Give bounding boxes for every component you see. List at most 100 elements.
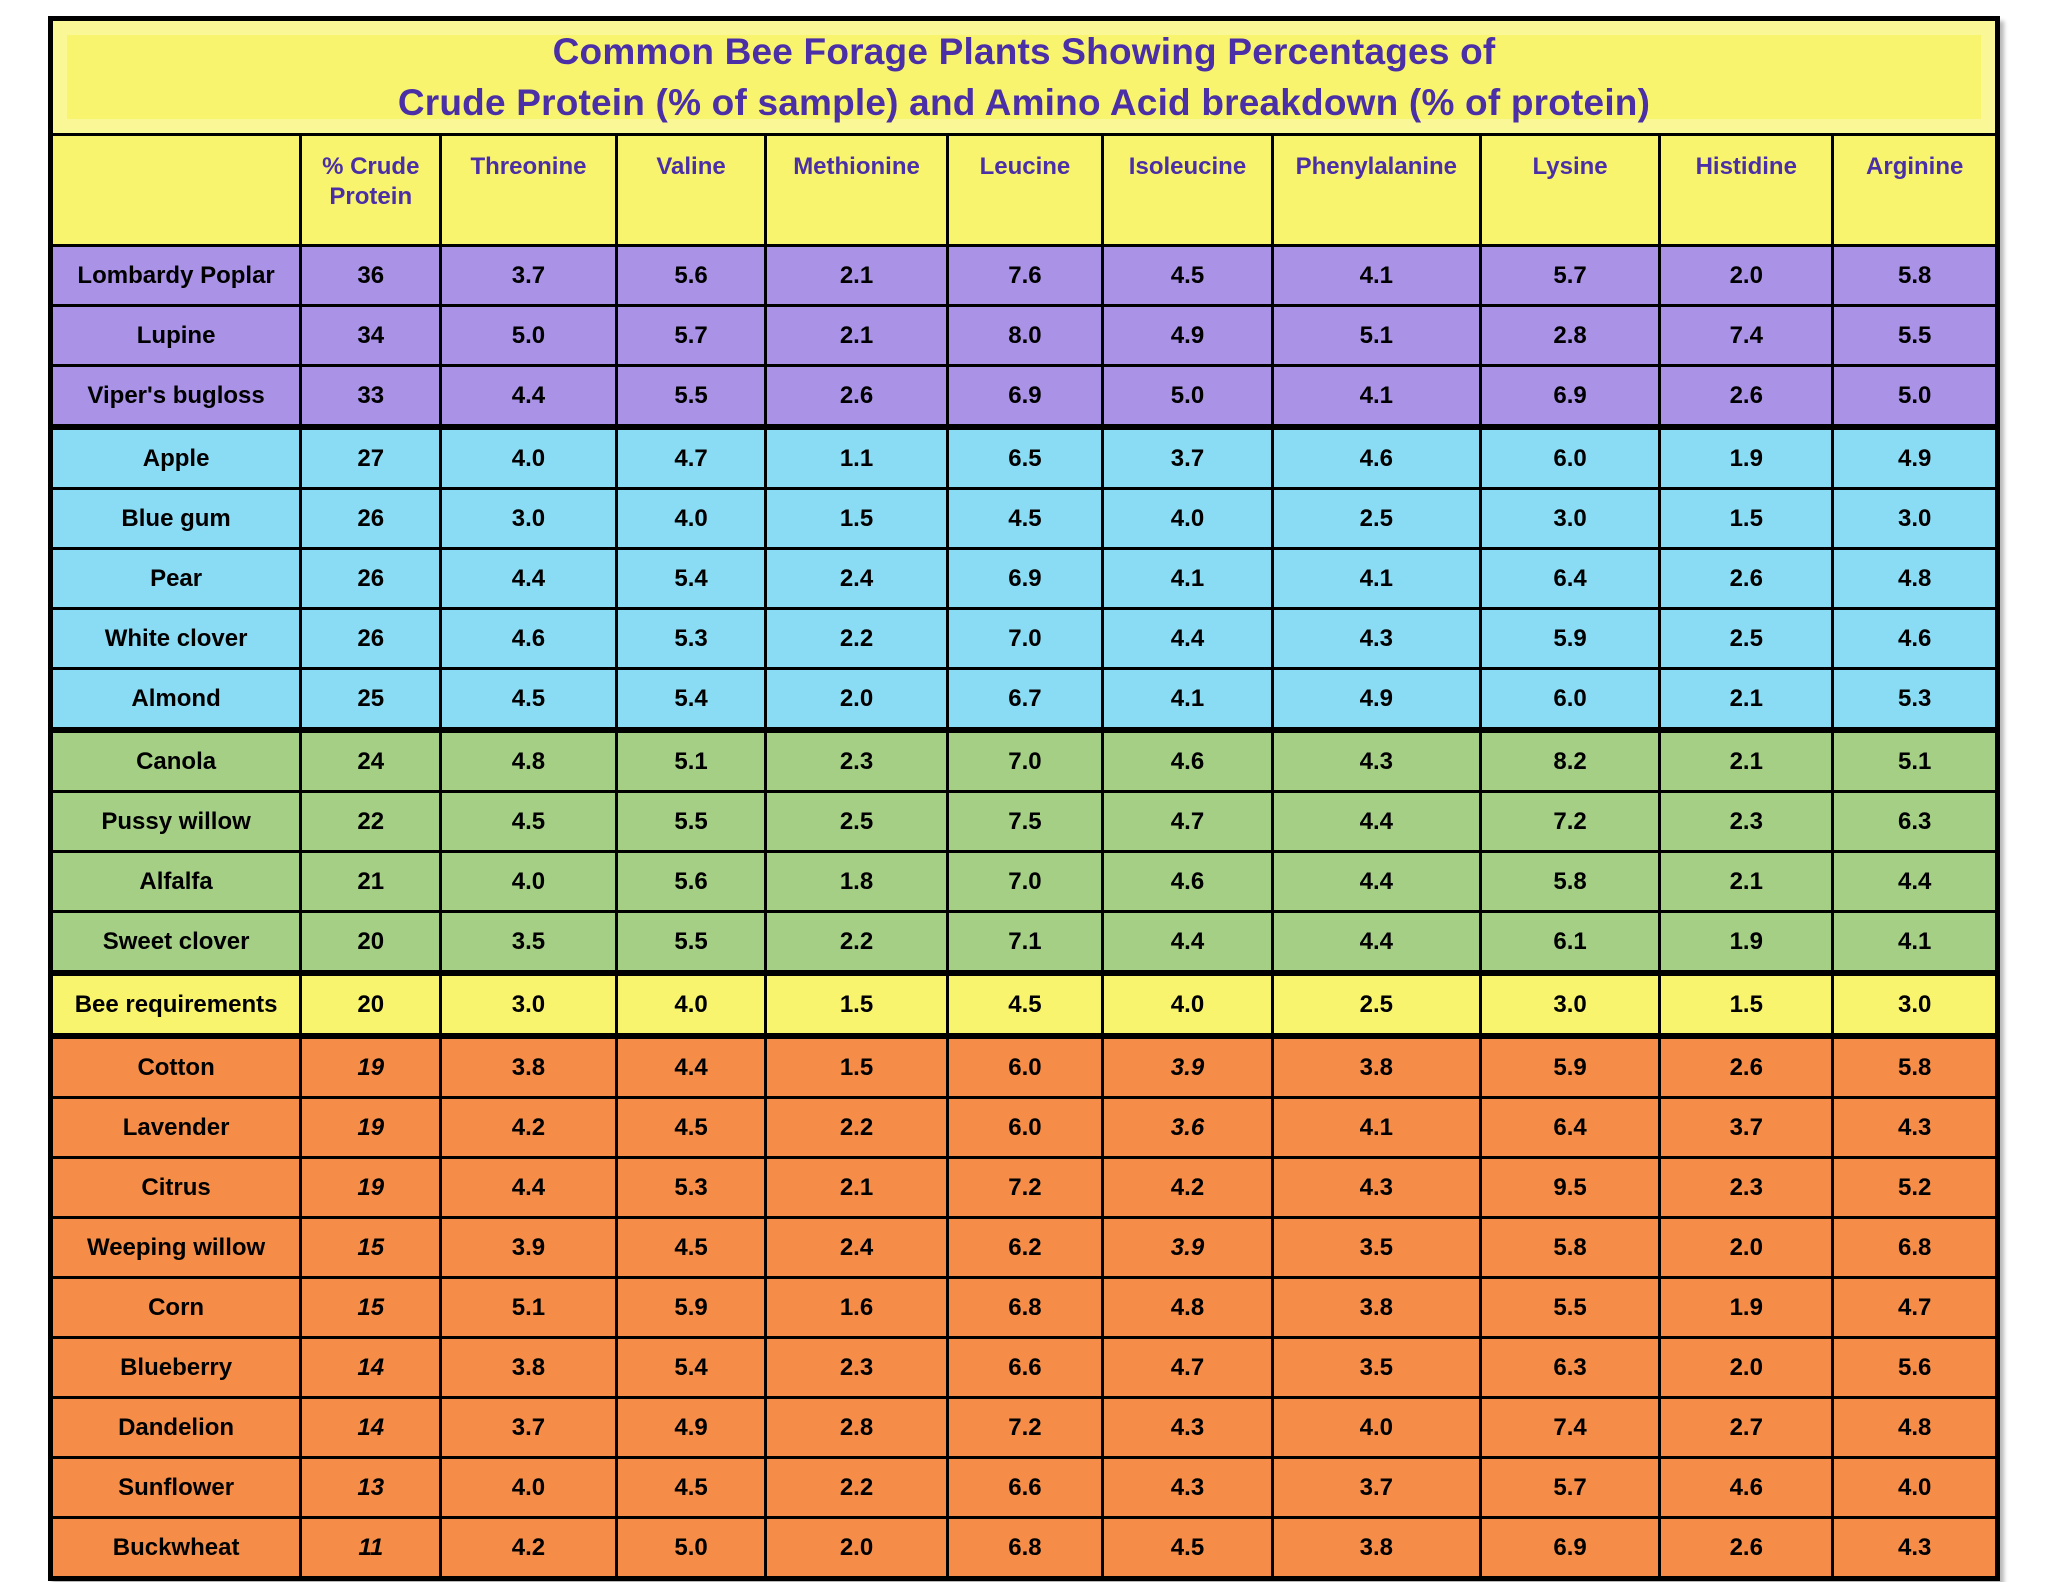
value-cell: 3.5: [439, 910, 618, 975]
value-cell: 7.4: [1658, 304, 1835, 367]
value-cell: 4.0: [1101, 970, 1274, 1038]
value-cell: 1.5: [1658, 970, 1835, 1038]
table-row-canola: Canola 24 4.8 5.1 2.3 7.0 4.6 4.3 8.2 2.1 5.1: [48, 727, 1999, 793]
value-cell: 4.4: [439, 1156, 618, 1219]
value-cell: 4.1: [1101, 667, 1274, 732]
value-cell: 6.6: [945, 1456, 1105, 1519]
value-cell: 4.2: [1101, 1156, 1274, 1219]
value-cell: 3.0: [1831, 487, 1999, 550]
value-cell: 5.1: [439, 1276, 618, 1339]
value-cell: 4.8: [439, 727, 618, 793]
value-cell: 4.1: [1101, 547, 1274, 610]
value-cell: 4.0: [439, 850, 618, 913]
value-cell: 6.7: [945, 667, 1105, 732]
row-label: White clover: [48, 607, 303, 670]
value-cell: 6.1: [1478, 910, 1662, 975]
table-row-blue-gum: Blue gum 26 3.0 4.0 1.5 4.5 4.0 2.5 3.0 1.5 3.0: [48, 487, 1999, 550]
row-label: Alfalfa: [48, 850, 303, 913]
column-header-lysine: Lysine: [1478, 133, 1662, 247]
bee-forage-table-container: Common Bee Forage Plants Showing Percent…: [48, 16, 2000, 1581]
column-header-leucine: Leucine: [945, 133, 1105, 247]
column-header-threonine: Threonine: [439, 133, 618, 247]
value-cell: 1.6: [764, 1276, 949, 1339]
value-cell: 20: [299, 970, 443, 1038]
value-cell: 3.9: [1101, 1033, 1274, 1099]
value-cell: 3.8: [439, 1336, 618, 1399]
column-header-histidine: Histidine: [1658, 133, 1835, 247]
value-cell: 2.8: [1478, 304, 1662, 367]
value-cell: 2.0: [764, 667, 949, 732]
value-cell: 5.6: [614, 244, 768, 307]
row-label: Sunflower: [48, 1456, 303, 1519]
value-cell: 2.2: [764, 1096, 949, 1159]
value-cell: 6.4: [1478, 547, 1662, 610]
value-cell: 21: [299, 850, 443, 913]
row-label: Corn: [48, 1276, 303, 1339]
value-cell: 4.7: [1101, 790, 1274, 853]
column-header-valine: Valine: [614, 133, 768, 247]
value-cell: 6.3: [1478, 1336, 1662, 1399]
value-cell: 4.4: [1270, 910, 1483, 975]
value-cell: 1.9: [1658, 424, 1835, 490]
value-cell: 2.6: [764, 364, 949, 429]
value-cell: 5.9: [1478, 607, 1662, 670]
value-cell: 3.7: [1658, 1096, 1835, 1159]
value-cell: 6.9: [1478, 1516, 1662, 1580]
table-title-line1: Common Bee Forage Plants Showing Percent…: [552, 30, 1496, 72]
value-cell: 3.0: [439, 487, 618, 550]
value-cell: 5.8: [1831, 244, 1999, 307]
value-cell: 6.9: [945, 547, 1105, 610]
value-cell: 5.3: [1831, 667, 1999, 732]
value-cell: 11: [299, 1516, 443, 1580]
value-cell: 20: [299, 910, 443, 975]
value-cell: 6.8: [1831, 1216, 1999, 1279]
value-cell: 5.9: [614, 1276, 768, 1339]
value-cell: 26: [299, 547, 443, 610]
value-cell: 2.4: [764, 1216, 949, 1279]
value-cell: 5.5: [614, 364, 768, 429]
title-row: Common Bee Forage Plants Showing Percent…: [49, 17, 1999, 136]
value-cell: 3.0: [439, 970, 618, 1038]
value-cell: 3.0: [1478, 487, 1662, 550]
value-cell: 2.1: [764, 1156, 949, 1219]
value-cell: 14: [299, 1336, 443, 1399]
value-cell: 15: [299, 1216, 443, 1279]
value-cell: 4.9: [1831, 424, 1999, 490]
value-cell: 4.6: [1270, 424, 1483, 490]
value-cell: 4.6: [1658, 1456, 1835, 1519]
value-cell: 4.7: [614, 424, 768, 490]
value-cell: 13: [299, 1456, 443, 1519]
value-cell: 4.3: [1831, 1096, 1999, 1159]
value-cell: 5.8: [1478, 850, 1662, 913]
value-cell: 4.6: [439, 607, 618, 670]
value-cell: 2.1: [1658, 850, 1835, 913]
value-cell: 2.5: [1658, 607, 1835, 670]
value-cell: 5.8: [1831, 1033, 1999, 1099]
row-label: Citrus: [48, 1156, 303, 1219]
table-row-pussy-willow: Pussy willow 22 4.5 5.5 2.5 7.5 4.7 4.4 7.2 2.3 6.…: [48, 790, 1999, 853]
value-cell: 4.0: [1831, 1456, 1999, 1519]
value-cell: 4.8: [1101, 1276, 1274, 1339]
value-cell: 2.6: [1658, 1033, 1835, 1099]
value-cell: 4.3: [1270, 607, 1483, 670]
row-label: Sweet clover: [48, 910, 303, 975]
row-label: Canola: [48, 727, 303, 793]
value-cell: 6.4: [1478, 1096, 1662, 1159]
value-cell: 6.9: [945, 364, 1105, 429]
value-cell: 2.5: [1270, 487, 1483, 550]
row-label: Lombardy Poplar: [48, 244, 303, 307]
value-cell: 7.1: [945, 910, 1105, 975]
row-label: Dandelion: [48, 1396, 303, 1459]
value-cell: 4.0: [1270, 1396, 1483, 1459]
value-cell: 2.1: [764, 244, 949, 307]
value-cell: 5.0: [1101, 364, 1274, 429]
value-cell: 2.6: [1658, 1516, 1835, 1580]
table-row-pear: Pear 26 4.4 5.4 2.4 6.9 4.1 4.1 6.4 2.6 4.8: [48, 547, 1999, 610]
table-row-corn: Corn 15 5.1 5.9 1.6 6.8 4.8 3.8 5.5 1.9 4.7: [48, 1276, 1999, 1339]
table-row-alfalfa: Alfalfa 21 4.0 5.6 1.8 7.0 4.6 4.4 5.8 2.1 4.4: [48, 850, 1999, 913]
value-cell: 1.8: [764, 850, 949, 913]
value-cell: 5.7: [1478, 244, 1662, 307]
value-cell: 4.5: [945, 970, 1105, 1038]
row-label: Cotton: [48, 1033, 303, 1099]
value-cell: 4.1: [1270, 1096, 1483, 1159]
